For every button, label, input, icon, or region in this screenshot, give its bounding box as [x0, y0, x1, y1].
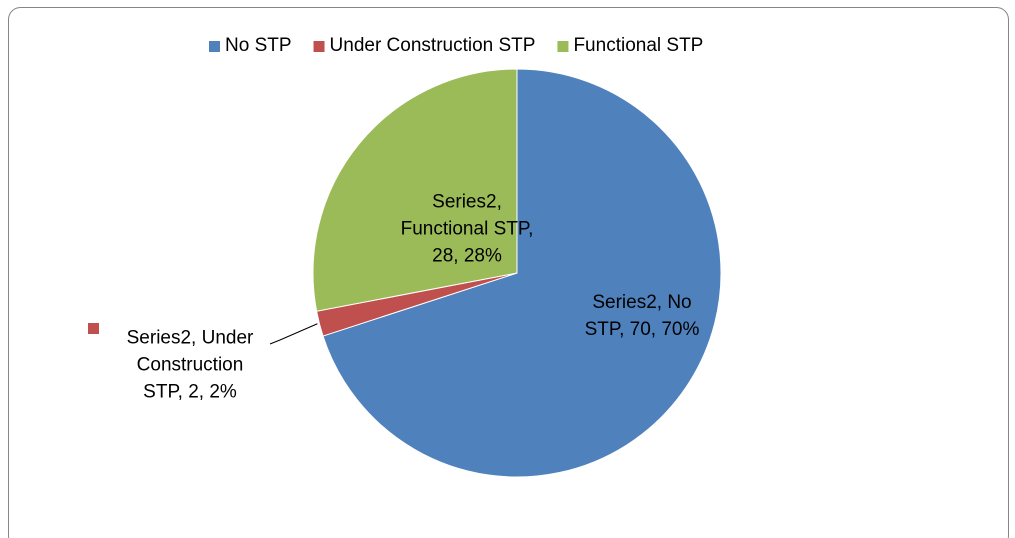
label-key — [88, 323, 99, 334]
leader-line — [269, 323, 318, 345]
pie-slice — [312, 68, 518, 312]
data-label: Series2, Under Construction STP, 2, 2% — [126, 327, 254, 403]
legend-label: No STP — [225, 35, 292, 56]
legend-key — [209, 41, 220, 52]
data-label: Series2, No STP, 70, 70% — [584, 292, 700, 340]
legend-label: Functional STP — [573, 35, 703, 56]
legend-key — [313, 41, 325, 52]
legend-key — [557, 41, 569, 52]
pie-slice — [322, 68, 722, 478]
legend-label: Under Construction STP — [330, 35, 536, 56]
data-label: Series2, Functional STP, 28, 28% — [400, 191, 534, 267]
